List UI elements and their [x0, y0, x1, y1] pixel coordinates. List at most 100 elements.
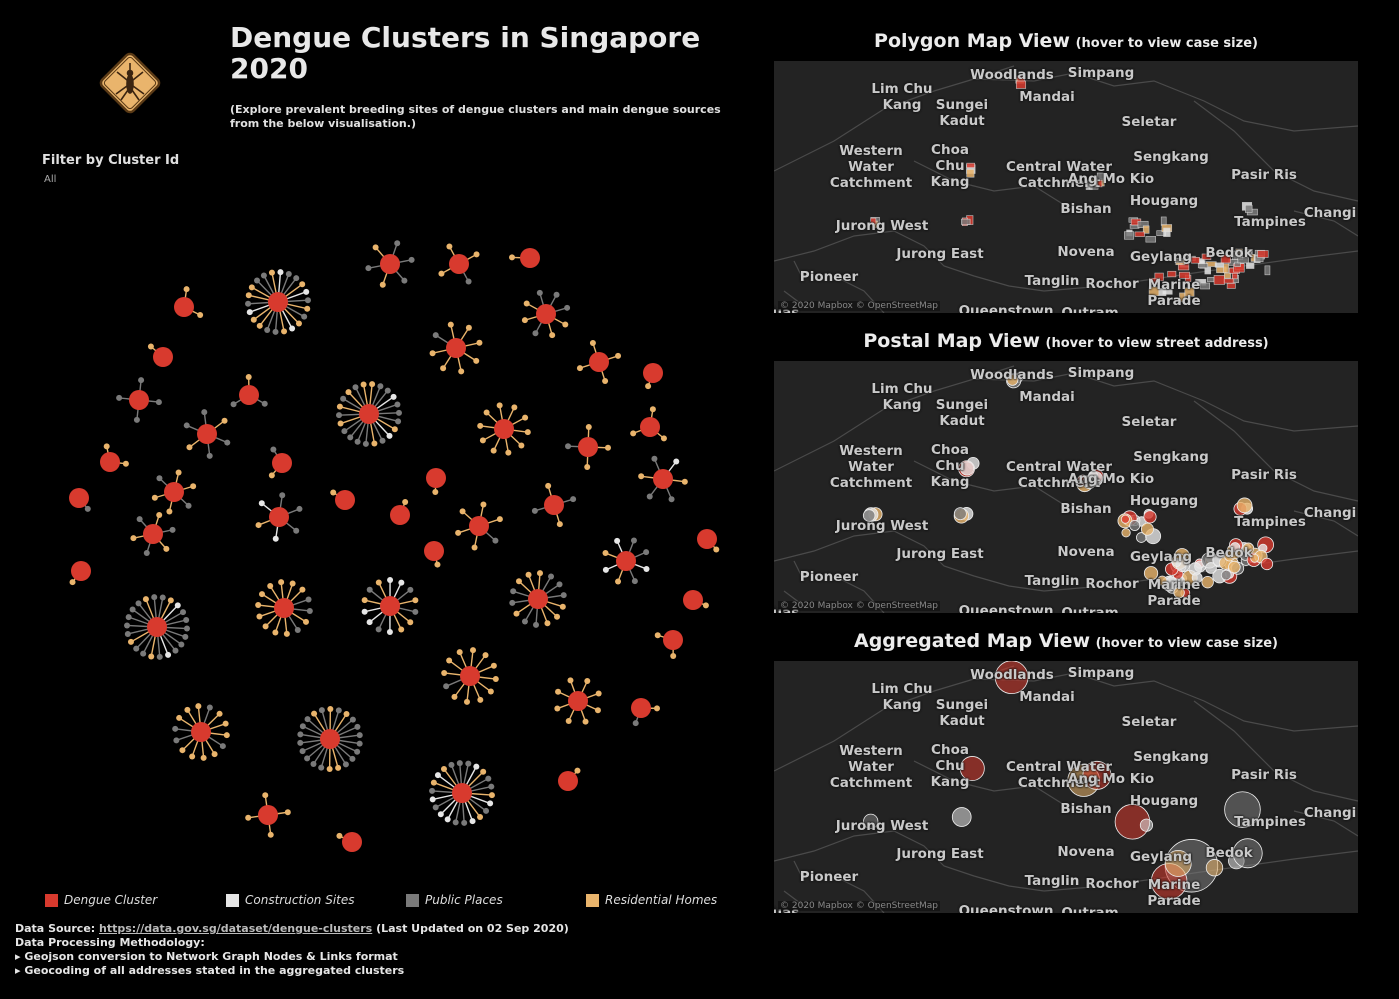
source-node[interactable]	[297, 739, 304, 746]
map-marker[interactable]	[1178, 271, 1190, 279]
source-node[interactable]	[116, 394, 123, 401]
source-node[interactable]	[434, 561, 441, 568]
map-marker[interactable]	[1250, 553, 1260, 563]
cluster-node-group[interactable]	[365, 240, 415, 288]
map-marker[interactable]	[1145, 236, 1156, 243]
source-node[interactable]	[444, 816, 451, 823]
source-node[interactable]	[347, 434, 354, 441]
source-node[interactable]	[554, 705, 561, 712]
source-node[interactable]	[407, 619, 414, 626]
source-node[interactable]	[602, 566, 609, 573]
source-node[interactable]	[465, 278, 472, 285]
source-node[interactable]	[554, 613, 561, 620]
cluster-node-group[interactable]	[230, 374, 268, 408]
source-node[interactable]	[536, 570, 543, 577]
dengue-cluster-node[interactable]	[446, 338, 466, 358]
source-node[interactable]	[267, 831, 274, 838]
dengue-cluster-node[interactable]	[320, 729, 340, 749]
source-node[interactable]	[151, 494, 158, 501]
source-node[interactable]	[395, 418, 402, 425]
source-node[interactable]	[456, 760, 463, 767]
source-node[interactable]	[230, 401, 237, 408]
dengue-cluster-node[interactable]	[69, 488, 89, 508]
source-node[interactable]	[430, 779, 437, 786]
source-node[interactable]	[496, 402, 503, 409]
map-marker[interactable]	[1214, 262, 1224, 268]
postal-map[interactable]: Lim Chu Kang Woodlands Simpang Mandai Sungei…	[774, 361, 1358, 613]
map-marker[interactable]	[1124, 231, 1135, 240]
dengue-cluster-node[interactable]	[335, 490, 355, 510]
source-node[interactable]	[487, 800, 494, 807]
dengue-cluster-node[interactable]	[528, 589, 548, 609]
source-node[interactable]	[130, 535, 137, 542]
source-node[interactable]	[387, 577, 394, 584]
source-node[interactable]	[294, 627, 301, 634]
source-node[interactable]	[335, 764, 342, 771]
dengue-cluster-node[interactable]	[578, 437, 598, 457]
cluster-node-group[interactable]	[130, 511, 176, 557]
source-node[interactable]	[602, 378, 609, 385]
source-node[interactable]	[585, 424, 592, 431]
cluster-node-group[interactable]	[654, 630, 683, 659]
source-node[interactable]	[304, 305, 311, 312]
source-node[interactable]	[345, 389, 352, 396]
source-node[interactable]	[518, 442, 525, 449]
source-node[interactable]	[477, 422, 484, 429]
dengue-cluster-node[interactable]	[274, 598, 294, 618]
dengue-cluster-node[interactable]	[469, 516, 489, 536]
source-node[interactable]	[201, 409, 208, 416]
source-node[interactable]	[318, 707, 325, 714]
dengue-cluster-node[interactable]	[268, 292, 288, 312]
source-node[interactable]	[305, 596, 312, 603]
source-node[interactable]	[492, 676, 499, 683]
map-marker[interactable]	[1184, 287, 1195, 297]
source-node[interactable]	[176, 714, 183, 721]
source-node[interactable]	[349, 716, 356, 723]
cluster-node-group[interactable]	[297, 706, 363, 772]
cluster-node-group[interactable]	[438, 243, 480, 285]
map-marker[interactable]	[1157, 575, 1168, 586]
source-node[interactable]	[594, 707, 601, 714]
cluster-node-group[interactable]	[509, 248, 540, 268]
dengue-cluster-node[interactable]	[697, 529, 717, 549]
source-node[interactable]	[437, 811, 444, 818]
source-node[interactable]	[451, 693, 458, 700]
cluster-node-group[interactable]	[268, 446, 292, 479]
source-node[interactable]	[492, 537, 499, 544]
source-node[interactable]	[311, 710, 318, 717]
source-node[interactable]	[278, 579, 285, 586]
source-node[interactable]	[336, 832, 343, 839]
source-node[interactable]	[456, 649, 463, 656]
cluster-node-group[interactable]	[69, 488, 91, 512]
dengue-cluster-node[interactable]	[269, 507, 289, 527]
source-node[interactable]	[604, 444, 611, 451]
dengue-cluster-node[interactable]	[640, 417, 660, 437]
source-node[interactable]	[447, 321, 454, 328]
cluster-node-group[interactable]	[336, 381, 402, 447]
source-node[interactable]	[477, 696, 484, 703]
cluster-node-group[interactable]	[336, 832, 362, 852]
source-node[interactable]	[473, 251, 480, 258]
source-node[interactable]	[584, 678, 591, 685]
dengue-cluster-node[interactable]	[449, 254, 469, 274]
map-marker[interactable]	[1162, 289, 1173, 295]
source-node[interactable]	[645, 383, 652, 390]
source-node[interactable]	[255, 522, 262, 529]
source-node[interactable]	[524, 429, 531, 436]
source-node[interactable]	[299, 586, 306, 593]
map-marker[interactable]	[1232, 838, 1263, 869]
dengue-cluster-node[interactable]	[426, 468, 446, 488]
source-node[interactable]	[544, 620, 551, 627]
dengue-cluster-node[interactable]	[380, 254, 400, 274]
source-node[interactable]	[366, 586, 373, 593]
cluster-node-group[interactable]	[429, 760, 495, 826]
source-node[interactable]	[429, 787, 436, 794]
source-node[interactable]	[256, 322, 263, 329]
source-node[interactable]	[184, 706, 191, 713]
source-node[interactable]	[284, 809, 291, 816]
cluster-node-group[interactable]	[554, 677, 602, 725]
map-marker[interactable]	[1088, 470, 1099, 481]
map-marker[interactable]	[1220, 254, 1231, 264]
map-marker[interactable]	[1201, 253, 1212, 260]
map-marker[interactable]	[1205, 562, 1217, 574]
